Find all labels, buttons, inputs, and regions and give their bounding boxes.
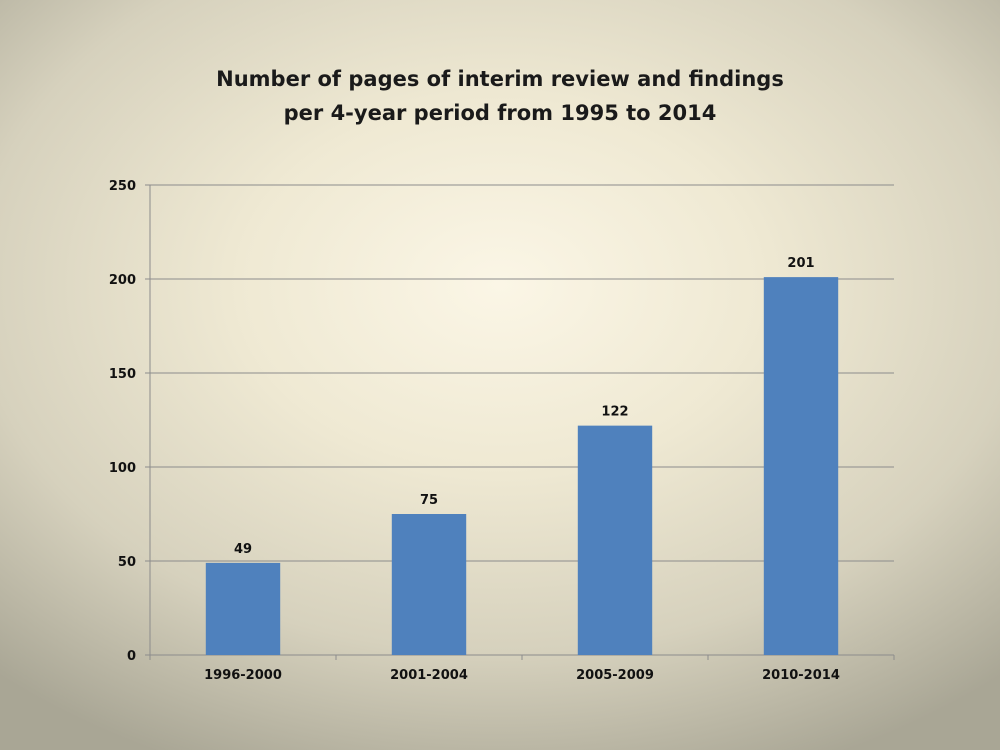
x-tick-label: 2001-2004	[390, 668, 468, 683]
x-tick-label: 2005-2009	[576, 668, 654, 683]
y-tick-label: 150	[109, 367, 136, 382]
data-label: 49	[234, 542, 252, 557]
data-label: 122	[601, 405, 628, 420]
bar-2010-2014	[763, 277, 839, 655]
chart-title: Number of pages of interim review and fi…	[0, 62, 1000, 130]
y-tick-label: 0	[127, 649, 136, 664]
chart-title-line-1: Number of pages of interim review and fi…	[216, 67, 784, 91]
y-tick-label: 200	[109, 273, 136, 288]
y-tick-label: 250	[109, 179, 136, 194]
y-tick-label: 100	[109, 461, 136, 476]
bar-2005-2009	[577, 425, 653, 655]
data-label: 75	[420, 493, 438, 508]
chart-title-line-2: per 4-year period from 1995 to 2014	[283, 101, 717, 125]
y-tick-label: 50	[118, 555, 136, 570]
data-label: 201	[787, 256, 814, 271]
bar-1996-2000	[205, 562, 281, 655]
bar-2001-2004	[391, 514, 467, 655]
x-tick-label: 2010-2014	[762, 668, 840, 683]
x-tick-label: 1996-2000	[204, 668, 282, 683]
